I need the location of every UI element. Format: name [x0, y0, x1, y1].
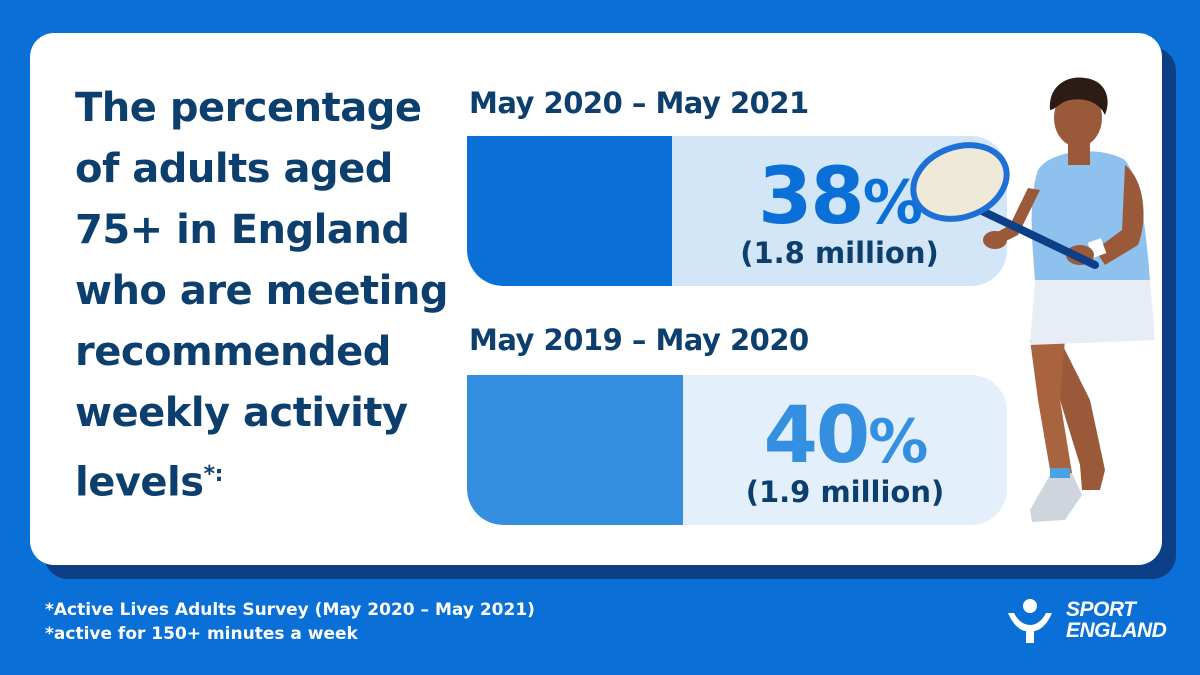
logo-line-sport: SPORT	[1066, 598, 1136, 621]
headline-text: The percentage of adults aged 75+ in Eng…	[75, 85, 449, 506]
logo-line-england: ENGLAND	[1066, 619, 1167, 642]
tennis-player-illustration	[910, 77, 1155, 522]
head-shape	[1054, 89, 1102, 147]
sport-england-logo-icon	[1008, 599, 1052, 643]
stat-bar-fill	[467, 136, 672, 286]
stat-value: 40%	[680, 393, 1007, 485]
stat-value: 38%	[675, 154, 1005, 246]
logo-wordmark: SPORT ENGLAND	[1066, 598, 1167, 642]
racket-icon	[910, 142, 1010, 222]
stat-count: (1.8 million)	[740, 236, 939, 270]
stat-unit: %	[868, 407, 928, 477]
headline: The percentage of adults aged 75+ in Eng…	[75, 78, 465, 513]
headline-suffix: *:	[203, 462, 224, 487]
footnote-definition: *active for 150+ minutes a week	[45, 624, 358, 644]
sport-england-logo: SPORT ENGLAND	[1004, 597, 1174, 645]
stat-bar-fill	[467, 375, 683, 525]
stat-bar-2020-2021: 38% (1.8 million)	[467, 136, 1007, 286]
racket-handle	[976, 206, 1099, 269]
footnotes: *Active Lives Adults Survey (May 2020 – …	[45, 598, 535, 646]
stat-number: 38	[758, 152, 865, 242]
skirt-shape	[1030, 280, 1155, 345]
period-label-2020-2021: May 2020 – May 2021	[469, 86, 809, 120]
stat-number: 40	[763, 391, 871, 481]
stat-bar-2019-2020: 40% (1.9 million)	[467, 375, 1007, 525]
stat-count: (1.9 million)	[745, 475, 945, 509]
footnote-source: *Active Lives Adults Survey (May 2020 – …	[45, 600, 535, 620]
shoe-icon	[1030, 473, 1082, 522]
period-label-2019-2020: May 2019 – May 2020	[469, 323, 809, 357]
